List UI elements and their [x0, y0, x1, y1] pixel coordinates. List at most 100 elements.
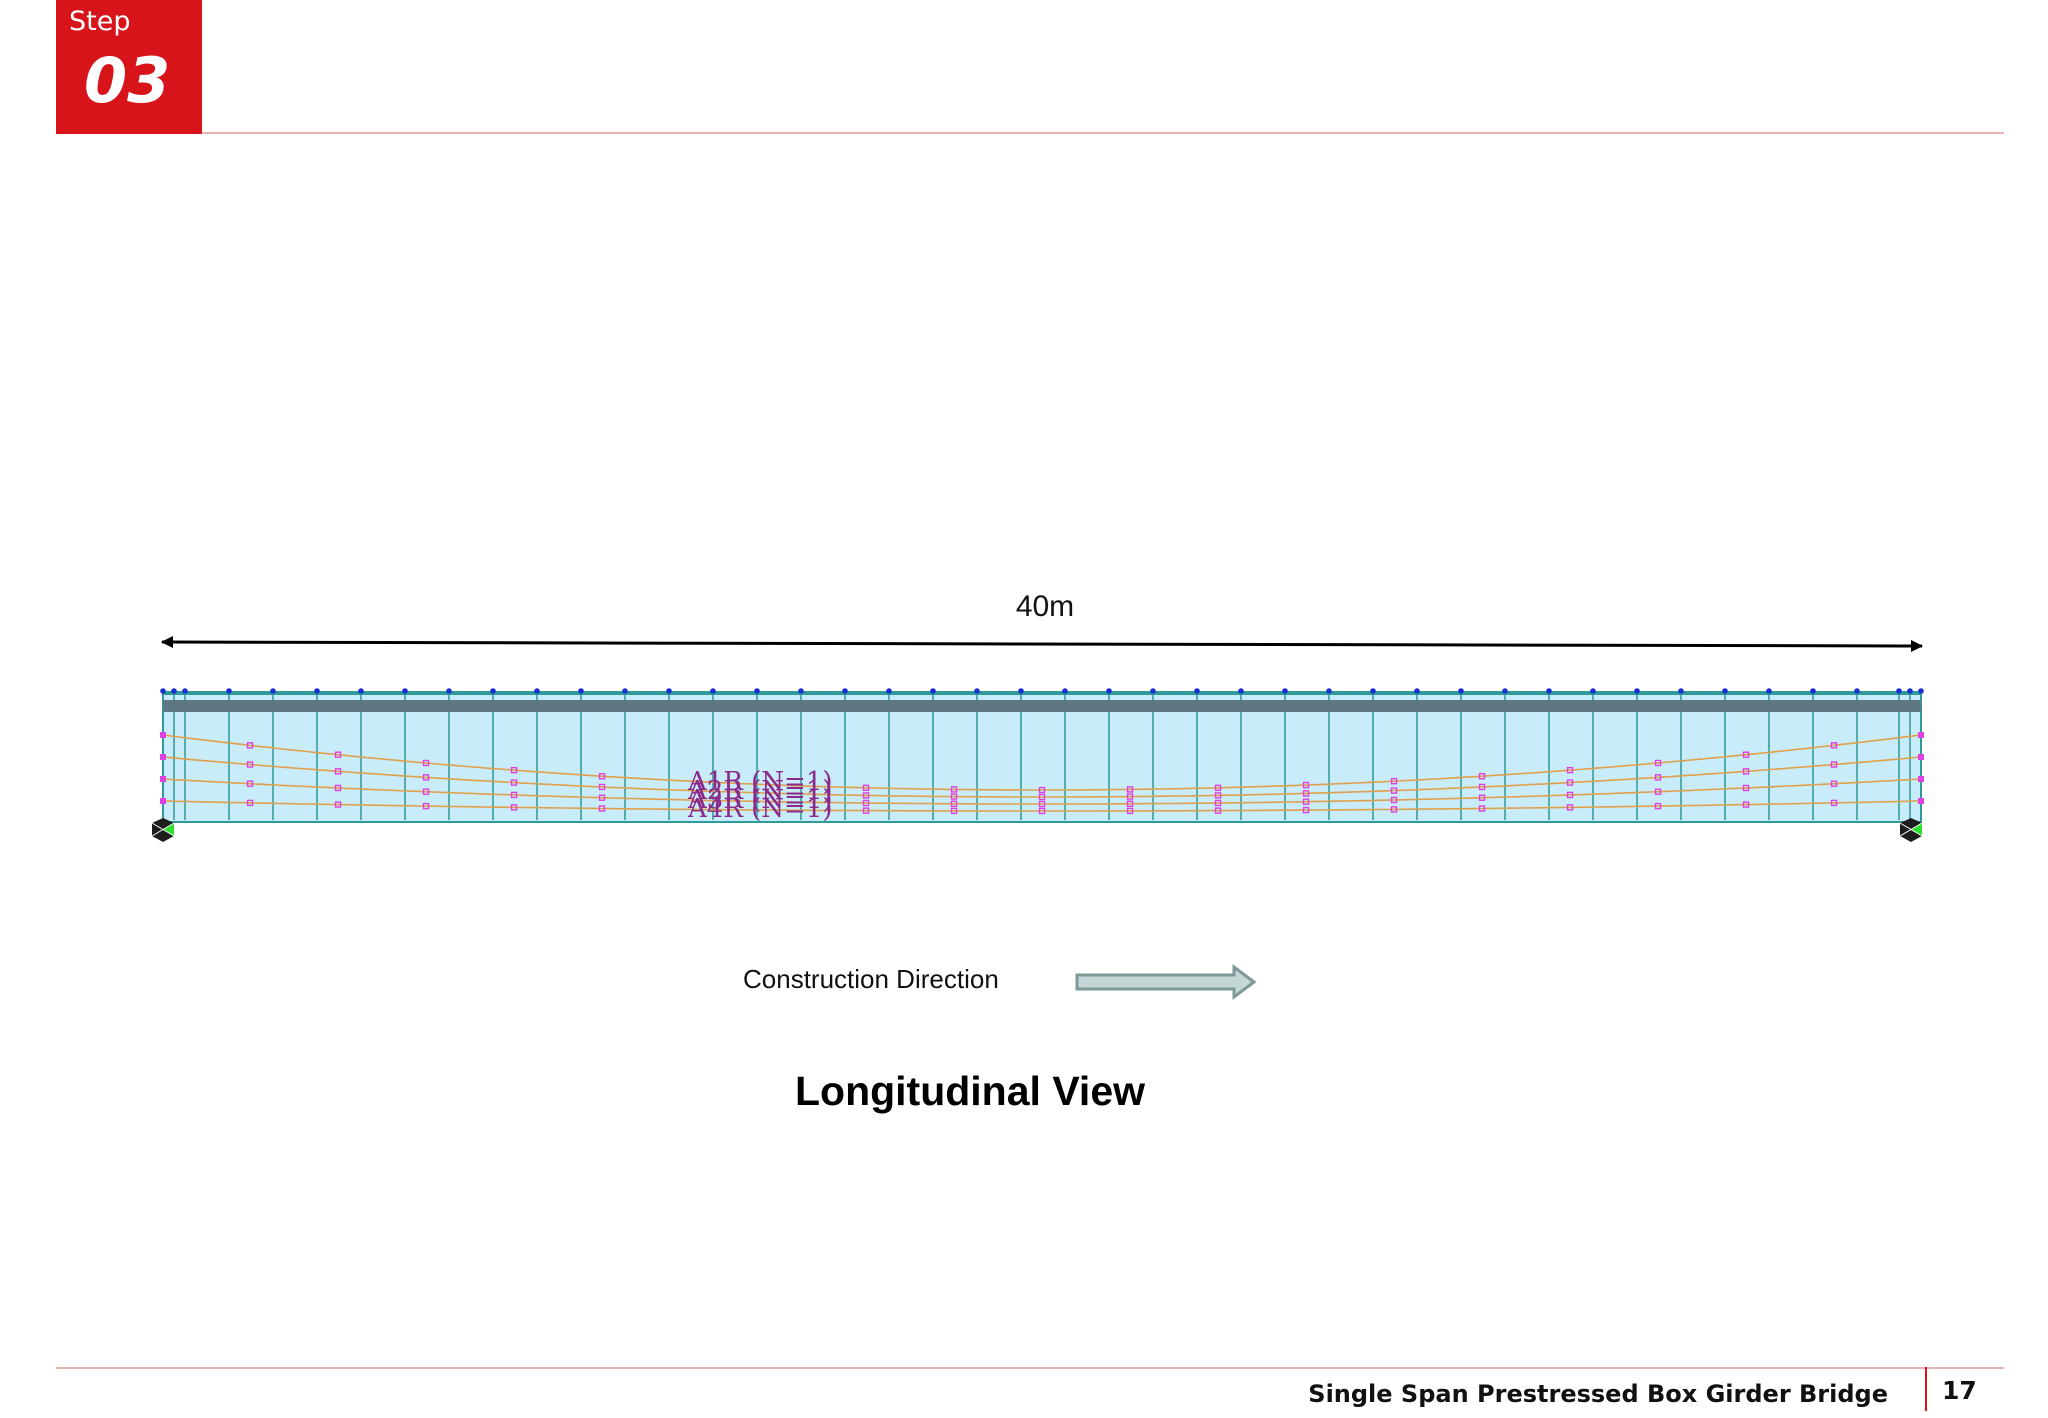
deck-node [1150, 688, 1156, 694]
deck-node [1896, 688, 1902, 694]
tendon-anchor [160, 754, 166, 760]
deck-node [160, 688, 166, 694]
tendon-label-1: A1R (N=1) [687, 767, 833, 797]
tendon-point [510, 779, 518, 786]
deck-node [534, 688, 540, 694]
tendon-point [1390, 806, 1398, 813]
deck-node [842, 688, 848, 694]
tendon-point [950, 793, 958, 800]
tendon-point [1654, 774, 1662, 781]
tendon-point [598, 794, 606, 801]
deck-node [1766, 688, 1772, 694]
deck-node [1722, 688, 1728, 694]
tendon-point [1214, 807, 1222, 814]
tendon-point [334, 751, 342, 758]
page-number: 17 [1942, 1376, 1977, 1405]
tendon-anchor [1918, 754, 1924, 760]
deck-node [974, 688, 980, 694]
tendon-point [862, 799, 870, 807]
tendon-profiles [162, 734, 1922, 812]
footer-rule [56, 1367, 2004, 1369]
tendon-point [1126, 800, 1134, 807]
tendon-point [1654, 788, 1662, 795]
tendon-point [950, 786, 958, 793]
tendon-line [162, 734, 1922, 791]
deck-node [1907, 688, 1913, 694]
tendon-anchor [160, 798, 166, 804]
footer-title: Single Span Prestressed Box Girder Bridg… [1308, 1380, 1888, 1408]
tendon-point [1566, 804, 1574, 811]
tendon-point [510, 766, 518, 774]
deck-node [1546, 688, 1552, 694]
tendon-point [246, 761, 254, 768]
deck-node [622, 688, 628, 694]
tendon-point [950, 807, 958, 815]
tendon-point [1654, 802, 1662, 810]
tendon-point [862, 807, 870, 814]
tendon-point [246, 799, 254, 807]
tendon-point [1214, 784, 1222, 791]
tendon-point [598, 773, 606, 780]
tendon-point [1038, 793, 1046, 801]
deck-node [578, 688, 584, 694]
tendon-point [1654, 759, 1662, 767]
tendon-point [1478, 794, 1486, 801]
girder-body [163, 692, 1921, 822]
tendon-point [862, 792, 870, 799]
construction-direction-arrow [1075, 964, 1257, 1000]
tendon-point [1390, 796, 1398, 804]
tendon-point [1478, 773, 1486, 780]
deck-nodes [160, 688, 1924, 694]
tendon-point [246, 780, 254, 787]
tendon-point [1742, 801, 1750, 808]
span-length-label: 40m [1015, 590, 1075, 623]
deck-node [1106, 688, 1112, 694]
tendon-point [334, 768, 342, 775]
tendon-label-3: A3R (N=1) [687, 785, 833, 815]
deck-node [930, 688, 936, 694]
tendon-point [334, 801, 342, 808]
deck-node [1810, 688, 1816, 694]
tendon-line [162, 778, 1922, 805]
tendon-point [1742, 768, 1750, 775]
tendon-point [1214, 792, 1222, 799]
tendon-point [1390, 787, 1398, 794]
tendon-point [1214, 799, 1222, 807]
deck-slab [163, 700, 1921, 712]
tendon-point [334, 784, 342, 792]
tendon-point [1566, 779, 1574, 786]
deck-node [1194, 688, 1200, 694]
tendon-point [422, 774, 430, 781]
deck-node [666, 688, 672, 694]
tendon-point [1390, 777, 1398, 785]
deck-node [402, 688, 408, 694]
tendon-point [1126, 793, 1134, 800]
deck-node [1502, 688, 1508, 694]
tendon-point [510, 804, 518, 811]
tendon-point [1830, 780, 1838, 787]
tendon-points [160, 732, 1924, 815]
tendon-point [1742, 784, 1750, 792]
deck-node [1326, 688, 1332, 694]
deck-node [798, 688, 804, 694]
tendon-point [422, 788, 430, 795]
tendon-point [246, 742, 254, 749]
tendon-point [862, 784, 870, 791]
deck-node [226, 688, 232, 694]
tendon-point [1302, 798, 1310, 805]
header-rule [202, 132, 2004, 134]
deck-node [270, 688, 276, 694]
tendon-point [1302, 806, 1310, 814]
tendon-point [1038, 800, 1046, 808]
tendon-point [422, 802, 430, 810]
tendon-label-2: A2R (N=1) [687, 776, 833, 806]
tendon-anchor [1918, 798, 1924, 804]
deck-node [1018, 688, 1024, 694]
deck-node [182, 688, 188, 694]
tendon-point [1302, 790, 1310, 797]
construction-direction-label: Construction Direction [743, 964, 999, 994]
tendon-point [1830, 799, 1838, 807]
view-title: Longitudinal View [794, 1068, 1146, 1114]
tendon-anchor [160, 776, 166, 782]
